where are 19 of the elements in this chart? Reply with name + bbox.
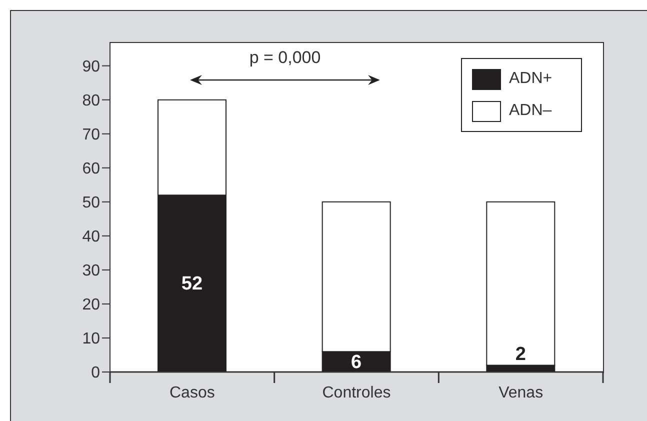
y-tick-label: 40 [82,228,100,246]
data-label: 52 [181,274,203,295]
data-label: 2 [515,344,526,366]
x-tick-label: Controles [322,384,391,402]
legend-label: ADN+ [509,70,552,88]
legend-label: ADN– [509,102,552,120]
y-tick-label: 10 [82,330,100,348]
y-tick-label: 30 [82,262,100,280]
y-tick-label: 0 [91,364,100,382]
x-tick-label: Casos [169,384,215,402]
y-tick-label: 70 [82,126,100,144]
y-tick-label: 50 [82,194,100,212]
x-tick-label: Venas [498,384,544,402]
data-label: 6 [351,352,362,373]
y-tick-label: 80 [82,92,100,110]
y-tick-label: 60 [82,160,100,178]
annotation: p = 0,000 [248,48,322,68]
y-tick-label: 90 [82,58,100,76]
y-tick-label: 20 [82,296,100,314]
